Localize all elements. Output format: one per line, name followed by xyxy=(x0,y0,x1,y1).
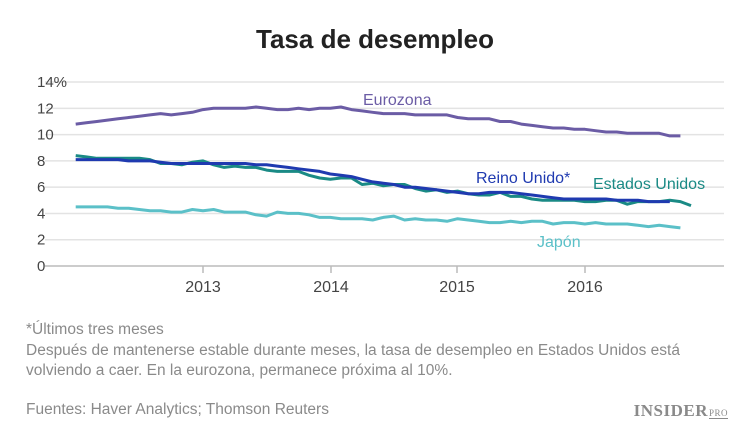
description: Después de mantenerse estable durante me… xyxy=(26,342,680,379)
x-tick-label: 2016 xyxy=(567,279,603,296)
y-tick-label: 10 xyxy=(37,127,54,144)
series-label: Estados Unidos xyxy=(593,176,705,193)
y-tick-label: 2 xyxy=(37,232,45,249)
footnote: *Últimos tres meses xyxy=(26,321,164,338)
y-tick-label: 6 xyxy=(37,179,45,196)
chart-title: Tasa de desempleo xyxy=(256,24,494,54)
series-line-japón xyxy=(75,205,681,230)
x-tick-label: 2014 xyxy=(313,279,349,296)
x-tick-label: 2013 xyxy=(185,279,221,296)
series-label: Eurozona xyxy=(363,92,432,109)
y-tick-label: 4 xyxy=(37,205,45,222)
series-label: Japón xyxy=(537,234,581,251)
insider-pro-logo: INSIDERPRO xyxy=(633,401,728,420)
y-tick-label: 12 xyxy=(37,100,54,117)
series-label: Reino Unido* xyxy=(476,170,570,187)
series-line-reino-unido- xyxy=(75,158,670,204)
x-tick-label: 2015 xyxy=(439,279,475,296)
y-tick-label: 8 xyxy=(37,153,45,170)
series-line-eurozona xyxy=(75,105,681,138)
y-tick-label: 0 xyxy=(37,258,45,275)
y-tick-label: 14% xyxy=(37,74,67,91)
sources: Fuentes: Haver Analytics; Thomson Reuter… xyxy=(26,401,329,418)
